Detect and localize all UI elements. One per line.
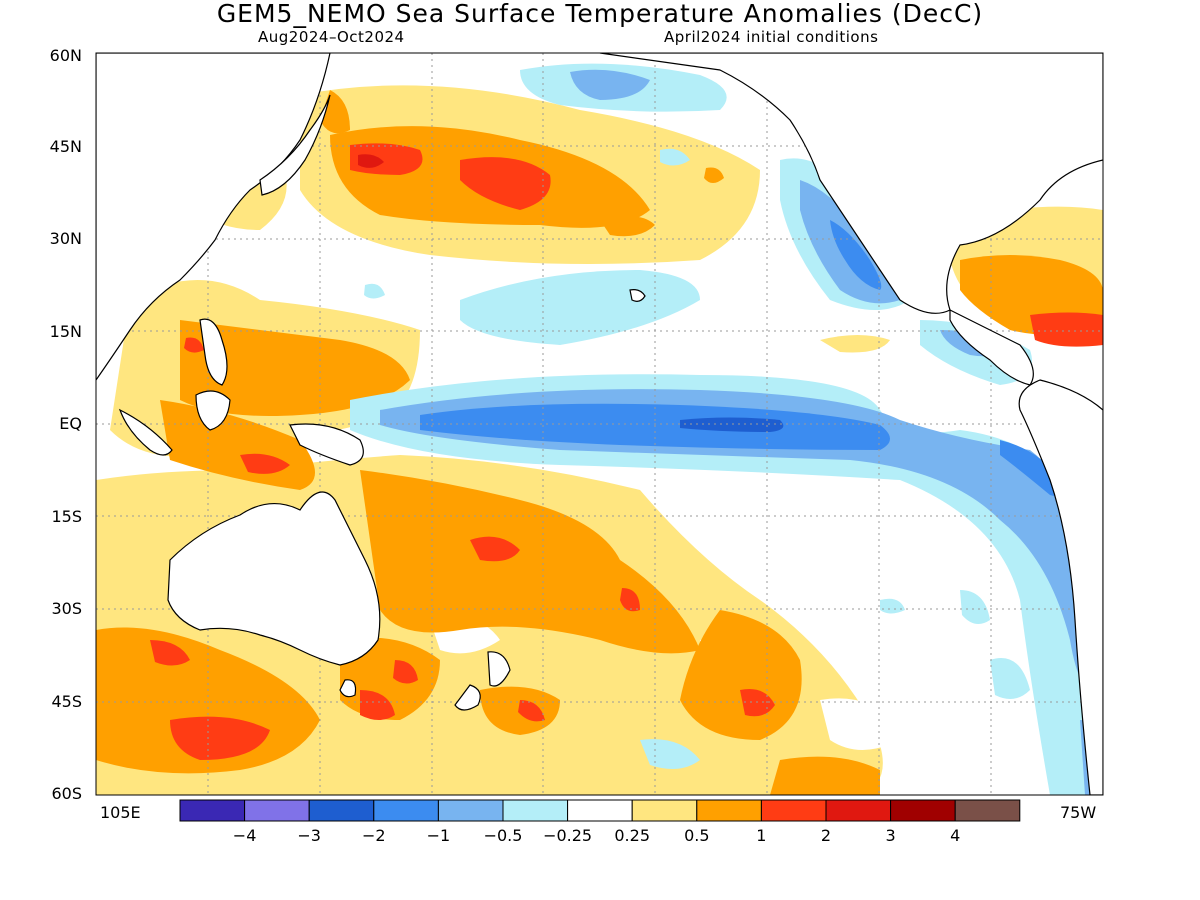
australia-outline — [167, 491, 381, 666]
colorbar-swatch — [437, 799, 504, 822]
map-frame — [95, 52, 1104, 796]
colorbar-swatch — [308, 799, 375, 822]
lat-label-30s: 30S — [51, 599, 82, 618]
colorbar-tick-label: 4 — [950, 826, 961, 845]
lon-label-75w: 75W — [1060, 803, 1097, 822]
japan-outline — [259, 94, 331, 196]
colorbar-swatch — [760, 799, 827, 822]
colorbar-tick-label: −3 — [297, 826, 321, 845]
forecast-period: Aug2024–Oct2024 — [258, 28, 405, 46]
lat-label-30n: 30N — [49, 229, 82, 248]
colorbar-tick-label: −0.25 — [543, 826, 593, 845]
philippines-outline — [199, 318, 228, 386]
north-america-outline — [599, 53, 1103, 314]
colorbar-tick-label: −1 — [426, 826, 451, 845]
new-zealand-south-outline — [454, 684, 481, 711]
colorbar-tick-label: 0.25 — [614, 826, 650, 845]
lat-label-15s: 15S — [51, 507, 82, 526]
colorbar-tick-label: 0.5 — [684, 826, 710, 845]
lat-label-15n: 15N — [49, 322, 82, 341]
initial-conditions: April2024 initial conditions — [664, 28, 879, 46]
lon-label-105e: 105E — [100, 803, 141, 822]
colorbar-tick-label: −0.5 — [483, 826, 523, 845]
lat-label-45n: 45N — [49, 137, 82, 156]
borneo-outline — [195, 390, 231, 431]
colorbar-swatch — [696, 799, 762, 822]
colorbar-tick-label: −4 — [232, 826, 257, 845]
colorbar-swatch — [373, 799, 439, 822]
asia-outline — [96, 53, 331, 382]
hawaii-outline — [629, 289, 646, 302]
colorbar-swatch — [244, 799, 310, 822]
colorbar-tick-label: 2 — [820, 826, 832, 845]
colorbar-swatch — [567, 799, 633, 822]
colorbar-tick-label: 3 — [885, 826, 896, 845]
chart-title: GEM5_NEMO Sea Surface Temperature Anomal… — [216, 0, 984, 28]
lat-label-eq: EQ — [59, 414, 82, 433]
anomaly-band-2 — [358, 154, 384, 168]
coastlines — [96, 53, 1103, 795]
lat-label-60s: 60S — [51, 784, 82, 803]
new-guinea-outline — [289, 423, 364, 466]
sumatra-outline — [118, 408, 173, 456]
colorbar-swatch — [954, 799, 1021, 822]
tasmania-outline — [339, 679, 357, 698]
colorbar-swatch — [502, 799, 569, 822]
colorbar — [179, 799, 1021, 822]
colorbar-tick-label: −2 — [362, 826, 386, 845]
graticule — [96, 53, 1103, 795]
lat-label-45s: 45S — [51, 692, 82, 711]
colorbar-swatch — [890, 799, 956, 822]
lat-label-60n: 60N — [49, 46, 82, 65]
new-zealand-north-outline — [487, 651, 511, 687]
colorbar-swatch — [179, 799, 246, 822]
anomaly-band-neg-2 — [680, 417, 784, 432]
colorbar-swatch — [631, 799, 698, 822]
colorbar-tick-label: 1 — [756, 826, 767, 845]
colorbar-swatch — [825, 799, 892, 822]
